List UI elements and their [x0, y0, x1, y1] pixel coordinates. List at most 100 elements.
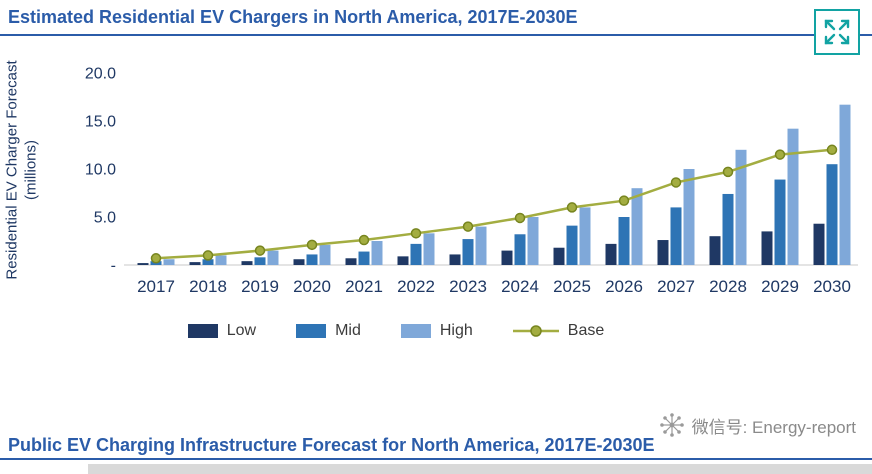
bar-low	[657, 240, 669, 265]
bar-mid	[566, 225, 578, 265]
bar-high	[163, 259, 175, 265]
x-tick-label: 2024	[501, 277, 539, 296]
line-base	[155, 148, 833, 260]
chart-title: Estimated Residential EV Chargers in Nor…	[8, 7, 578, 27]
marker-base	[514, 212, 526, 224]
x-tick-label: 2019	[241, 277, 279, 296]
y-tick-label: 5.0	[94, 210, 116, 227]
x-tick-label: 2017	[137, 277, 175, 296]
legend-label: Low	[226, 322, 257, 339]
bar-low	[709, 236, 721, 265]
legend-swatch	[296, 324, 327, 338]
marker-base	[826, 144, 838, 156]
x-tick-label: 2025	[553, 277, 591, 296]
bar-mid	[410, 243, 422, 265]
bar-high	[267, 250, 279, 265]
dandelion-logo-icon	[659, 413, 684, 437]
next-chart-edge	[88, 464, 872, 474]
x-tick-label: 2018	[189, 277, 227, 296]
footer-title-section: Public EV Charging Infrastructure Foreca…	[0, 432, 872, 460]
marker-base	[566, 202, 578, 213]
marker-base	[722, 166, 734, 178]
footer-title: Public EV Charging Infrastructure Foreca…	[8, 435, 655, 455]
bar-low	[241, 261, 253, 265]
watermark: 微信号: Energy-report	[659, 412, 856, 438]
bar-mid	[202, 259, 214, 265]
bar-low	[189, 262, 201, 265]
bar-high	[215, 255, 227, 265]
bar-mid	[722, 193, 734, 265]
bar-mid	[254, 257, 266, 265]
marker-base	[306, 239, 318, 251]
x-tick-label: 2027	[657, 277, 695, 296]
bar-high	[839, 104, 851, 266]
marker-base	[410, 228, 422, 239]
y-tick-label: 10.0	[85, 162, 116, 179]
header: Estimated Residential EV Chargers in Nor…	[0, 0, 872, 36]
bar-high	[579, 207, 591, 265]
expand-arrows-icon	[824, 19, 850, 45]
bar-high	[475, 226, 487, 265]
bar-mid	[462, 239, 474, 265]
bar-high	[527, 217, 539, 265]
legend-item-low: Low	[187, 322, 257, 340]
marker-base	[202, 250, 214, 261]
bar-low	[345, 258, 357, 265]
bar-low	[293, 259, 305, 265]
legend-swatch	[400, 324, 431, 338]
y-tick-label: -	[111, 258, 116, 275]
bar-mid	[306, 254, 318, 265]
watermark-text: 微信号: Energy-report	[691, 417, 856, 437]
marker-base	[150, 253, 162, 264]
x-tick-label: 2028	[709, 277, 747, 296]
bar-low	[553, 247, 565, 265]
marker-base	[358, 234, 370, 246]
marker-base	[670, 177, 682, 188]
marker-base	[254, 245, 266, 256]
x-tick-label: 2021	[345, 277, 383, 296]
residential-ev-chart: - 5.0 10.0 15.0 20.0 2017 2018 2019 2020 2021 2022…	[85, 66, 858, 296]
bar-mid	[774, 179, 786, 265]
bar-low	[813, 223, 825, 265]
marker-base	[774, 149, 786, 160]
legend-label: Base	[567, 322, 605, 339]
bar-high	[371, 241, 383, 265]
y-tick-label: 15.0	[85, 114, 116, 131]
legend-swatch	[187, 324, 218, 338]
bar-low	[501, 250, 513, 265]
bar-low	[761, 231, 773, 265]
bar-mid	[670, 207, 682, 265]
x-tick-label: 2029	[761, 277, 799, 296]
expand-button[interactable]	[814, 9, 860, 55]
legend-label: High	[439, 322, 473, 339]
bar-high	[319, 244, 331, 265]
bar-mid	[618, 217, 630, 265]
legend-item-base: Base	[512, 322, 605, 340]
bar-high	[423, 233, 435, 265]
marker-base	[618, 195, 630, 206]
x-tick-label: 2020	[293, 277, 331, 296]
chart-legend: Low Mid High Base	[0, 322, 792, 340]
y-tick-label: 20.0	[85, 66, 116, 83]
bar-mid	[514, 234, 526, 265]
bar-high	[683, 169, 695, 265]
bar-low	[605, 243, 617, 265]
bar-high	[631, 188, 643, 265]
x-tick-label: 2026	[605, 277, 643, 296]
bar-mid	[358, 251, 370, 265]
legend-item-high: High	[400, 322, 473, 340]
legend-line-marker	[512, 325, 559, 337]
x-tick-label: 2030	[813, 277, 851, 296]
legend-label: Mid	[335, 322, 361, 339]
bar-low	[449, 254, 461, 265]
bar-high	[735, 149, 747, 265]
legend-item-mid: Mid	[296, 322, 361, 340]
bar-high	[787, 128, 799, 265]
bar-mid	[826, 164, 838, 265]
x-tick-label: 2023	[449, 277, 487, 296]
bar-low	[137, 263, 149, 265]
marker-base	[462, 221, 474, 232]
bar-low	[397, 256, 409, 265]
x-tick-label: 2022	[397, 277, 435, 296]
